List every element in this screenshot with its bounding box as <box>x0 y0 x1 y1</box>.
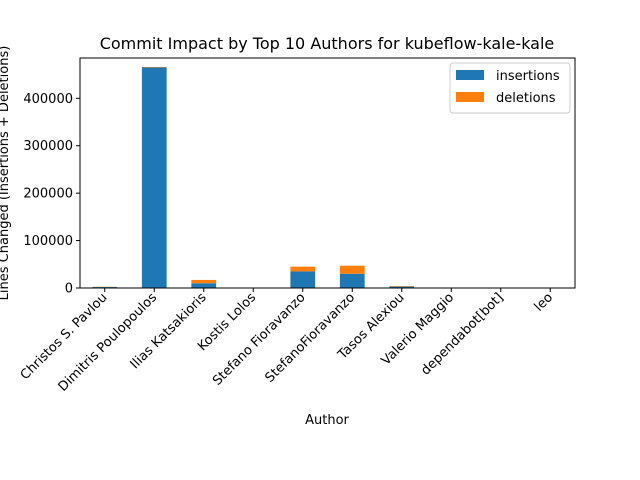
y-axis-title: Lines Changed (Insertions + Deletions) <box>0 46 12 301</box>
legend-swatch-deletions <box>456 92 484 102</box>
bar-insertions <box>389 286 415 288</box>
x-axis-title: Author <box>305 413 349 428</box>
y-tick-label: 400000 <box>23 92 73 107</box>
legend-label-insertions: insertions <box>496 69 560 84</box>
bar-deletions <box>339 265 365 274</box>
legend-swatch-insertions <box>456 70 484 80</box>
y-tick-label: 100000 <box>23 234 73 249</box>
chart-title: Commit Impact by Top 10 Authors for kube… <box>100 34 555 53</box>
y-axis-ticks: 0 100000 200000 300000 400000 <box>23 92 80 297</box>
legend-label-deletions: deletions <box>496 91 556 106</box>
bars-layer <box>92 67 563 289</box>
bar-insertions <box>141 67 167 289</box>
plot-frame <box>79 57 576 289</box>
bar-deletions <box>290 266 316 272</box>
bar-deletions <box>191 279 217 284</box>
bar-insertions <box>191 283 217 288</box>
y-tick-label: 0 <box>65 282 73 297</box>
y-tick-label: 200000 <box>23 187 73 202</box>
bar-insertions <box>339 273 365 288</box>
bar-insertions <box>290 271 316 288</box>
legend: insertions deletions <box>449 62 571 114</box>
y-tick-label: 300000 <box>23 139 73 154</box>
